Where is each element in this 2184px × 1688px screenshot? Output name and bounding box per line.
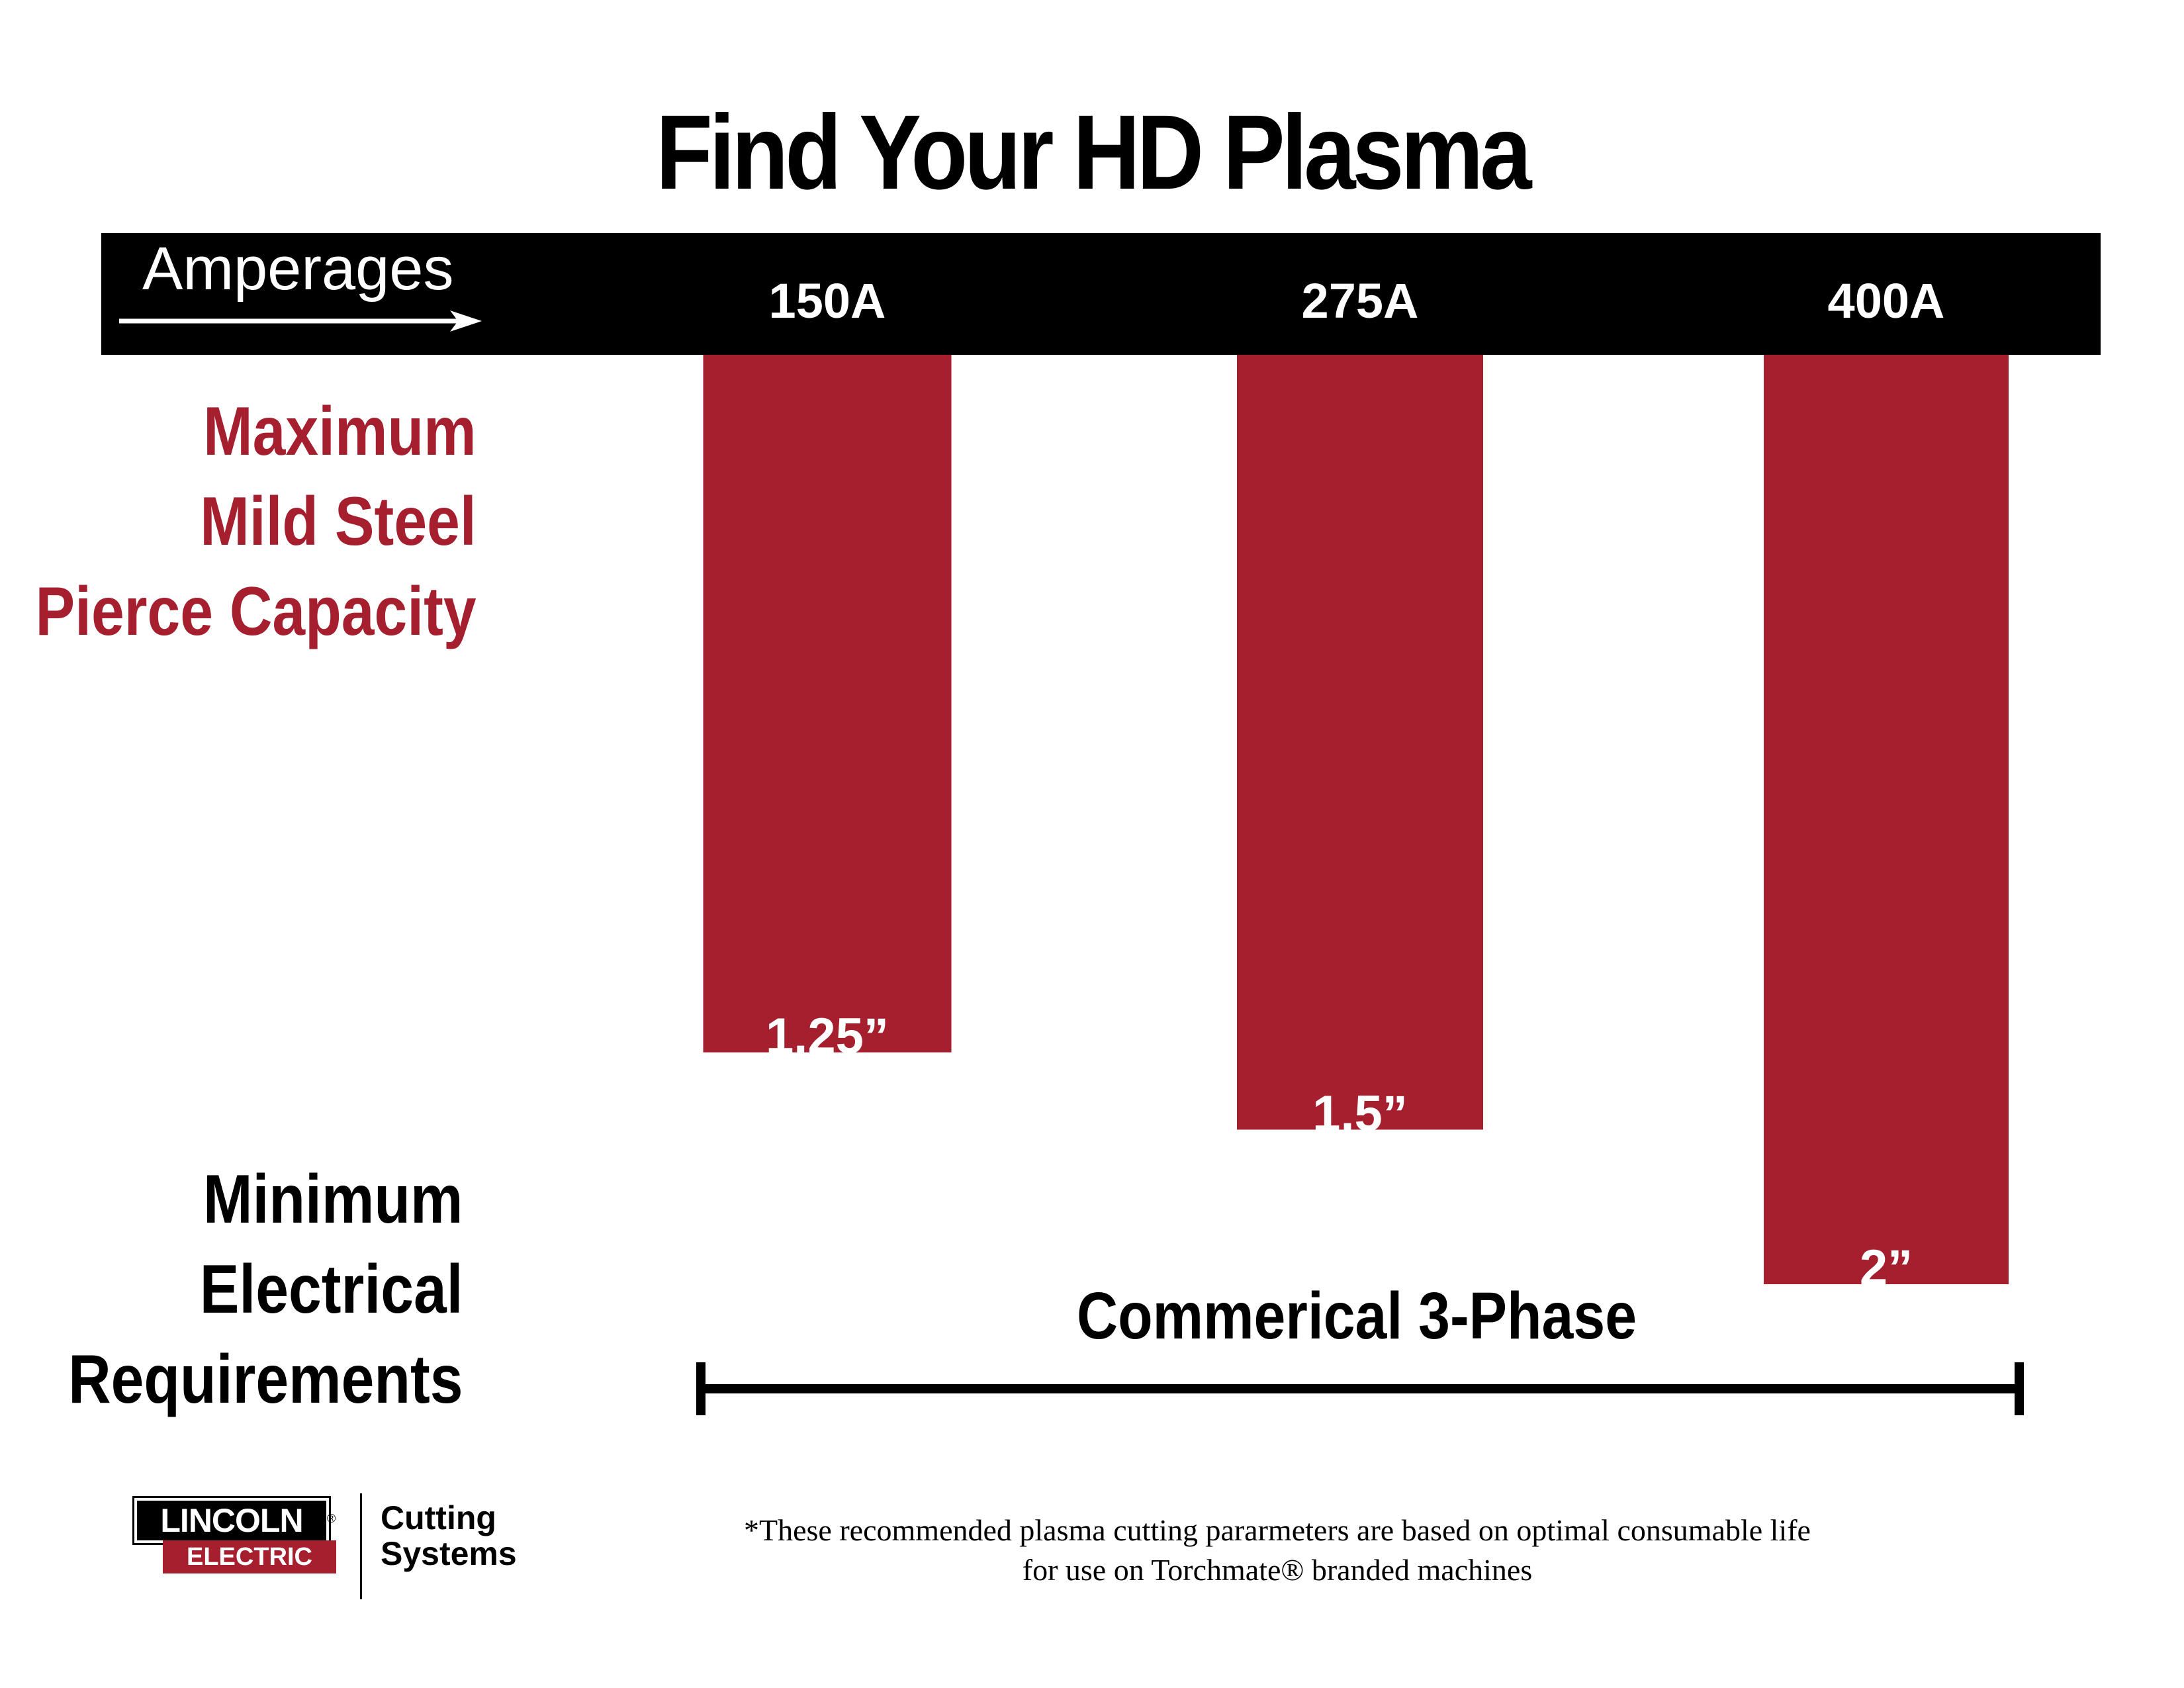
electrical-range-bracket: [696, 1362, 2024, 1415]
amperages-label: Amperages: [142, 235, 454, 303]
logo-electric-text: ELECTRIC: [163, 1540, 336, 1573]
bar-275a: [1237, 355, 1483, 1130]
electrical-label-line: Requirements: [68, 1341, 463, 1418]
bar-value-label: 1.5”: [1312, 1085, 1408, 1142]
logo-division-text: Cutting Systems: [381, 1500, 517, 1571]
footnote-line: for use on Torchmate® branded machines: [1022, 1553, 1533, 1587]
logo-division-line: Cutting: [381, 1499, 496, 1536]
pierce-label-line: Maximum: [203, 393, 477, 470]
electrical-label-line: Electrical: [200, 1251, 463, 1328]
electrical-label-line: Minimum: [203, 1161, 463, 1238]
amperage-tick-label: 150A: [768, 273, 886, 328]
pierce-label-line: Pierce Capacity: [35, 573, 477, 650]
logo-division-line: Systems: [381, 1535, 517, 1572]
electrical-requirements-label: Minimum Electrical Requirements: [69, 1154, 463, 1425]
logo-divider: [360, 1493, 362, 1599]
logo-registered-mark: ®: [327, 1512, 336, 1525]
right-arrow-icon: [119, 310, 482, 332]
amperage-header-bar: [101, 233, 2101, 355]
bar-150a: [703, 355, 952, 1053]
amperage-tick-label: 275A: [1301, 273, 1419, 328]
page-title: Find Your HD Plasma: [655, 93, 1532, 211]
footnote-line: *These recommended plasma cutting pararm…: [744, 1513, 1811, 1547]
bar-400a: [1764, 355, 2009, 1284]
electrical-range-label: Commerical 3-Phase: [1076, 1279, 1637, 1353]
amperage-tick-label: 400A: [1827, 273, 1945, 328]
bar-value-label: 2”: [1859, 1240, 1913, 1296]
footnote: *These recommended plasma cutting pararm…: [635, 1511, 1919, 1590]
pierce-label-line: Mild Steel: [200, 483, 477, 560]
pierce-capacity-label: Maximum Mild Steel Pierce Capacity: [36, 387, 477, 657]
logo-lincoln-text: LINCOLN: [132, 1496, 331, 1545]
bar-value-label: 1.25”: [766, 1008, 889, 1064]
